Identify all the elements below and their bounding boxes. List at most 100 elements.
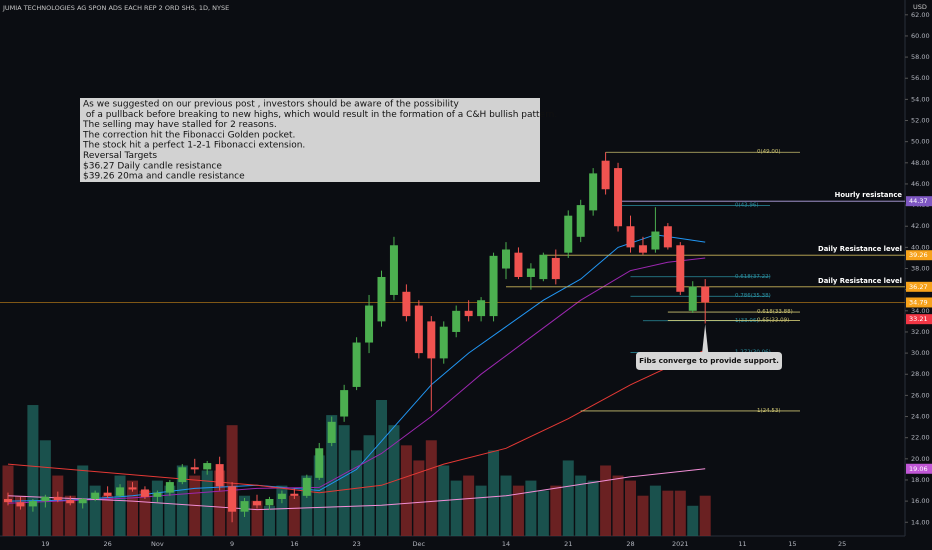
volume-bar [475, 485, 487, 536]
candle-body [464, 310, 473, 317]
candle-body [315, 448, 324, 478]
annotation-line: $39.26 20ma and candle resistance [83, 172, 245, 182]
candle-body [116, 487, 125, 496]
candle-body [16, 502, 25, 507]
candle-body [178, 467, 187, 483]
price-tag-label: 34.79 [909, 298, 928, 306]
moving-average [7, 234, 706, 502]
volume-bar [562, 460, 574, 536]
x-tick-label: Dec [413, 540, 426, 548]
candle-body [663, 226, 672, 248]
fib-label: 0.618(37.22) [735, 274, 771, 280]
candle-body [414, 305, 423, 354]
volume-bar [151, 480, 163, 536]
candle-body [66, 500, 75, 504]
volume-bar [288, 495, 300, 536]
resistance-label: Hourly resistance [835, 191, 903, 199]
volume-bar [600, 465, 612, 536]
volume-bar [537, 490, 549, 536]
x-tick-label: 21 [564, 540, 572, 548]
volume-bar [637, 495, 649, 536]
volume-bar [251, 500, 263, 536]
candle-body [676, 245, 685, 292]
moving-average [7, 257, 706, 504]
candle-body [626, 226, 635, 248]
candle-body [53, 496, 62, 501]
y-tick-label: 56.00 [911, 74, 930, 82]
annotation-box [80, 98, 540, 182]
price-tag-label: 19.06 [909, 465, 928, 473]
x-tick-label: 9 [230, 540, 234, 548]
price-tag-label: 44.37 [909, 197, 928, 205]
y-tick-label: 18.00 [911, 476, 930, 484]
volume-bar [64, 495, 76, 536]
volume-bar [376, 400, 387, 536]
volume-bar [674, 490, 686, 536]
volume-bar [625, 480, 636, 536]
candle-body [290, 493, 299, 496]
volume-bar [649, 485, 661, 536]
y-tick-label: 32.00 [911, 328, 930, 336]
y-tick-label: 16.00 [911, 497, 930, 505]
candle-body [651, 231, 660, 250]
volume-bar [226, 425, 238, 536]
fib-label: 0.65(33.09) [757, 317, 789, 323]
y-tick-label: 38.00 [911, 265, 930, 273]
candle-body [28, 501, 37, 507]
y-tick-label: 46.00 [911, 180, 930, 188]
volume-bar [263, 505, 275, 536]
y-tick-label: 48.00 [911, 159, 930, 167]
candle-body [427, 321, 436, 359]
candle-body [153, 492, 162, 497]
x-tick-label: 19 [41, 540, 49, 548]
fib-label: 0.786(35.38) [735, 293, 771, 299]
price-tag-label: 36.27 [909, 283, 928, 291]
candle-body [41, 496, 50, 502]
y-tick-label: 28.00 [911, 370, 930, 378]
candle-body [4, 498, 12, 503]
volume-bar [363, 435, 375, 536]
price-tag-label: 39.26 [909, 251, 928, 259]
y-tick-label: 40.00 [911, 243, 930, 251]
candle-body [277, 493, 286, 499]
y-tick-label: 26.00 [911, 391, 930, 399]
x-tick-label: 2021 [672, 540, 689, 548]
x-tick-label: 15 [788, 540, 796, 548]
volume-bar [176, 465, 188, 536]
volume-bar [89, 485, 101, 536]
annotation-line: The selling may have stalled for 2 reaso… [82, 120, 277, 130]
volume-bar [164, 485, 176, 536]
volume-bar [102, 495, 114, 536]
volume-bar [201, 470, 213, 536]
candle-body [265, 498, 274, 506]
y-tick-label: 54.00 [911, 95, 930, 103]
annotation-line: The stock hit a perfect 1-2-1 Fibonacci … [82, 141, 305, 151]
volume-bar [425, 440, 437, 536]
candle-body [576, 205, 585, 237]
y-tick-label: 20.00 [911, 455, 930, 463]
volume-bar [301, 475, 313, 536]
candle-body [539, 254, 548, 280]
candle-body [701, 286, 710, 303]
volume-bar [525, 480, 537, 536]
candle-body [601, 160, 610, 190]
price-tag-label: 33.21 [909, 315, 928, 323]
callout-text: Fibs converge to provide support. [639, 356, 779, 365]
volume-bar [27, 405, 39, 536]
candle-body [190, 467, 199, 470]
volume-bar [326, 415, 338, 536]
candle-body [91, 492, 100, 499]
annotation-line: Reversal Targets [83, 151, 157, 161]
y-tick-label: 24.00 [911, 413, 930, 421]
candle-body [502, 249, 510, 269]
volume-bar [463, 475, 475, 536]
volume-bar [413, 460, 425, 536]
candle-body [614, 168, 623, 227]
moving-average [7, 468, 706, 511]
y-tick-label: 58.00 [911, 53, 930, 61]
candle-body [228, 486, 237, 512]
candle-body [78, 498, 87, 504]
volume-bar [14, 495, 26, 536]
candle-body [140, 489, 149, 497]
